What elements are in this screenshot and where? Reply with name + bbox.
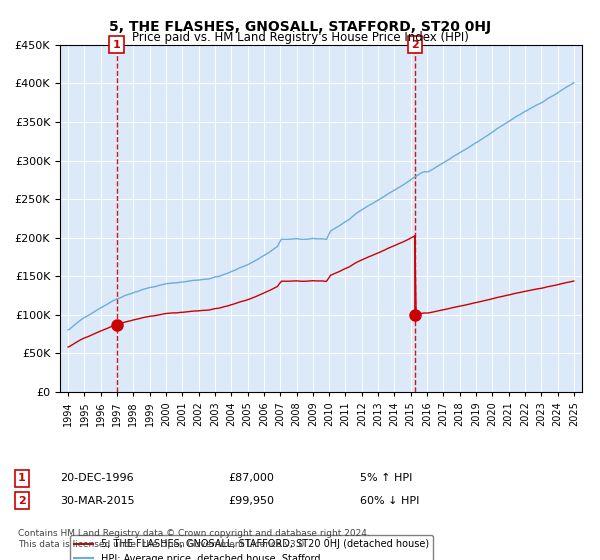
Text: 2: 2 bbox=[411, 40, 419, 50]
Text: 5, THE FLASHES, GNOSALL, STAFFORD, ST20 0HJ: 5, THE FLASHES, GNOSALL, STAFFORD, ST20 … bbox=[109, 20, 491, 34]
Text: 1: 1 bbox=[18, 473, 26, 483]
Text: 1: 1 bbox=[113, 40, 121, 50]
Text: 5% ↑ HPI: 5% ↑ HPI bbox=[360, 473, 412, 483]
Text: £87,000: £87,000 bbox=[228, 473, 274, 483]
Text: 30-MAR-2015: 30-MAR-2015 bbox=[60, 496, 134, 506]
Text: £99,950: £99,950 bbox=[228, 496, 274, 506]
Text: 60% ↓ HPI: 60% ↓ HPI bbox=[360, 496, 419, 506]
Text: 20-DEC-1996: 20-DEC-1996 bbox=[60, 473, 134, 483]
Text: Price paid vs. HM Land Registry's House Price Index (HPI): Price paid vs. HM Land Registry's House … bbox=[131, 31, 469, 44]
Text: Contains HM Land Registry data © Crown copyright and database right 2024.
This d: Contains HM Land Registry data © Crown c… bbox=[18, 529, 370, 549]
Text: 2: 2 bbox=[18, 496, 26, 506]
Legend: 5, THE FLASHES, GNOSALL, STAFFORD, ST20 0HJ (detached house), HPI: Average price: 5, THE FLASHES, GNOSALL, STAFFORD, ST20 … bbox=[70, 535, 433, 560]
